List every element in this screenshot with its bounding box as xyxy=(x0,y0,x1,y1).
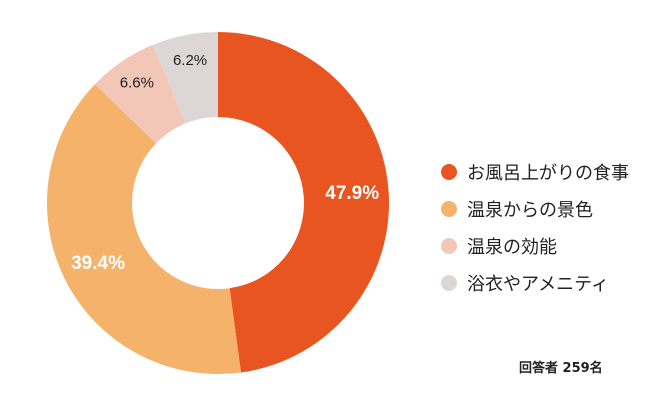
legend-item-1: 温泉からの景色 xyxy=(441,190,629,227)
legend-label-1: 温泉からの景色 xyxy=(467,199,593,221)
legend-label-3: 浴衣やアメニティ xyxy=(467,273,610,295)
slice-value-label-0: 47.9% xyxy=(325,183,379,204)
donut-slice-2 xyxy=(94,44,186,144)
respondent-count: 回答者 259名 xyxy=(519,361,603,376)
legend-swatch-1 xyxy=(441,200,457,217)
donut-slice-0 xyxy=(218,32,390,373)
legend-swatch-3 xyxy=(441,274,457,291)
slice-value-label-3: 6.2% xyxy=(173,52,207,69)
legend-swatch-0 xyxy=(441,163,457,180)
legend-label-0: お風呂上がりの食事 xyxy=(467,162,629,184)
legend: お風呂上がりの食事 温泉からの景色 温泉の効能 浴衣やアメニティ xyxy=(441,153,629,301)
legend-item-3: 浴衣やアメニティ xyxy=(441,264,629,301)
slice-value-label-1: 39.4% xyxy=(71,253,125,274)
legend-item-0: お風呂上がりの食事 xyxy=(441,153,629,190)
legend-swatch-2 xyxy=(441,237,457,254)
donut-slice-1 xyxy=(46,84,242,375)
legend-item-2: 温泉の効能 xyxy=(441,227,629,264)
slice-value-label-2: 6.6% xyxy=(120,74,154,91)
donut-slice-3 xyxy=(153,32,218,124)
legend-label-2: 温泉の効能 xyxy=(467,236,557,258)
